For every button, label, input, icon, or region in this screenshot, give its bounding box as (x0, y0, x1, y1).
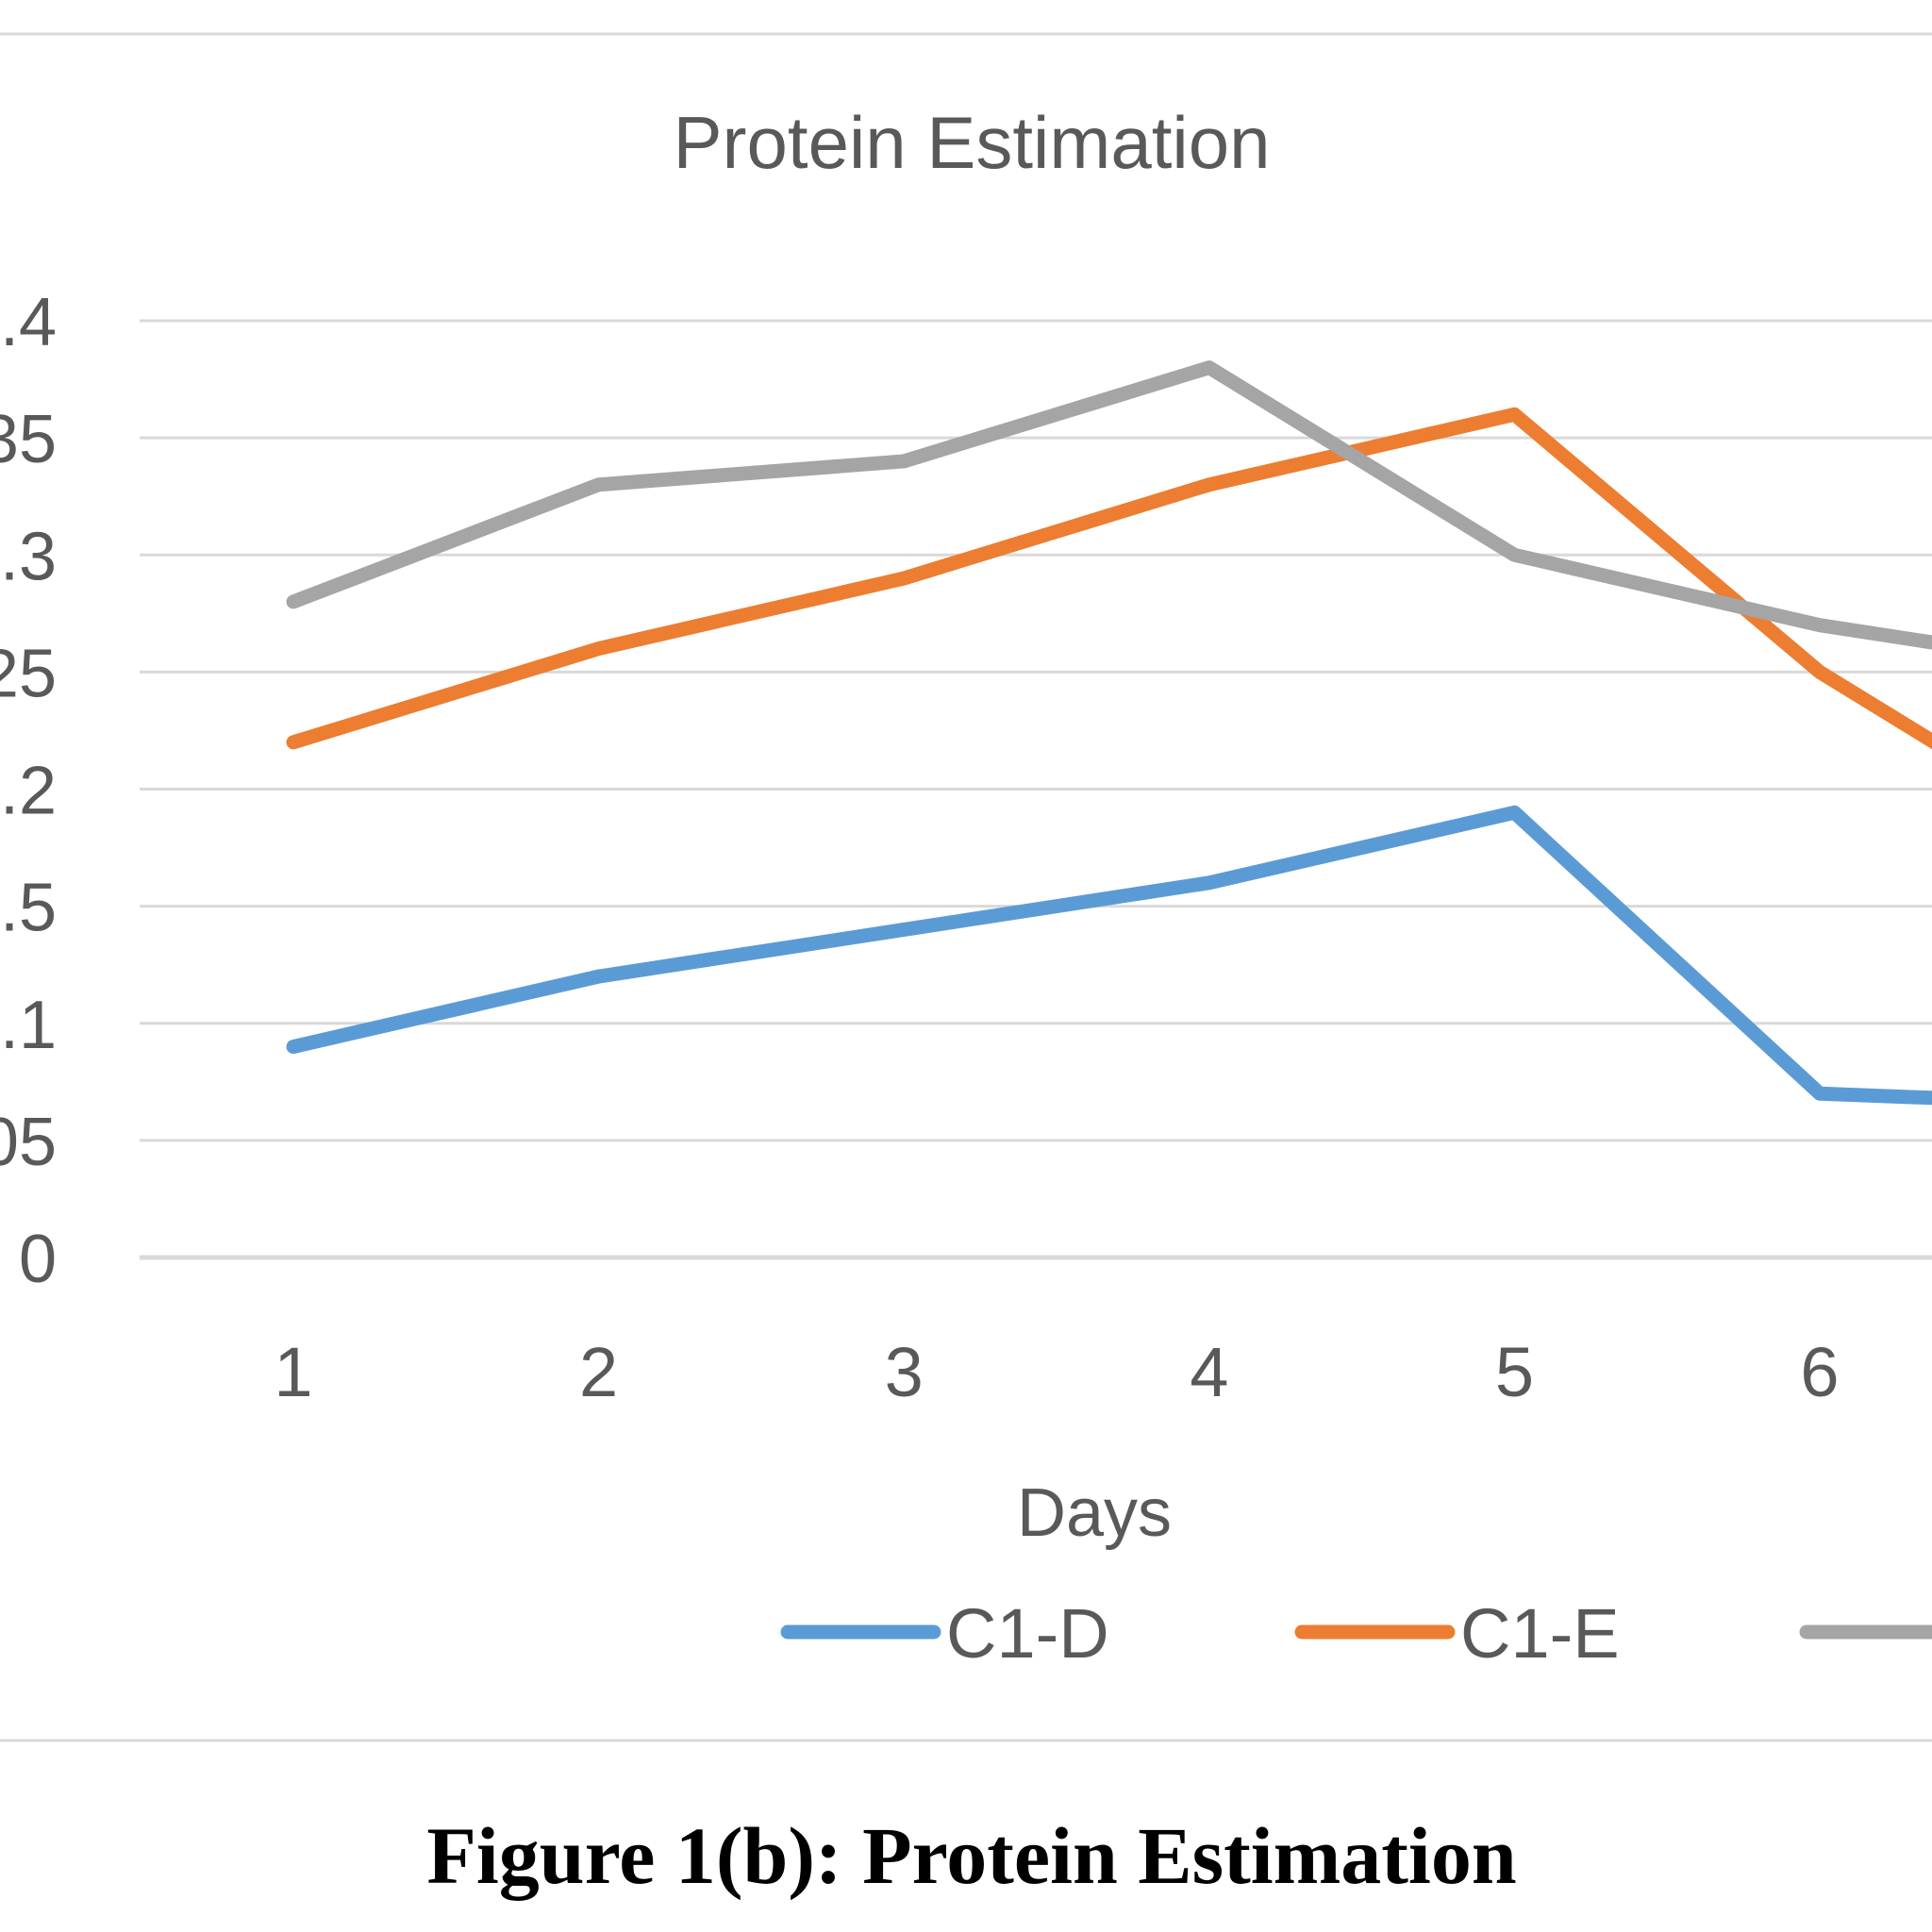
legend-label: C1-D (946, 1594, 1109, 1673)
x-tick-labels: 1 2 3 4 5 6 (274, 1333, 1839, 1411)
series-line-c1-e (286, 407, 1932, 750)
y-tick-label: 35 (0, 402, 57, 477)
y-tick-label: .5 (0, 871, 57, 946)
y-tick-label: 05 (0, 1105, 57, 1180)
y-tick-labels: .4 35 .3 25 .2 .5 .1 05 0 (0, 285, 57, 1297)
x-tick-label: 5 (1495, 1333, 1534, 1411)
series-line-series-3 (286, 360, 1932, 650)
x-tick-label: 6 (1800, 1333, 1839, 1411)
series-line-c1-d (286, 805, 1932, 1106)
y-tick-label: 0 (19, 1222, 57, 1297)
x-tick-label: 1 (274, 1333, 312, 1411)
y-tick-label: .2 (0, 754, 57, 829)
y-tick-label: 25 (0, 636, 57, 711)
series-lines (286, 360, 1932, 1106)
x-axis-label: Days (1017, 1475, 1172, 1551)
legend: C1-D C1-E (780, 1594, 1932, 1673)
chart-title: Protein Estimation (674, 101, 1271, 184)
x-tick-label: 3 (885, 1333, 924, 1411)
x-tick-label: 2 (579, 1333, 618, 1411)
x-tick-label: 4 (1190, 1333, 1228, 1411)
y-tick-label: .3 (0, 519, 57, 594)
y-tick-label: .4 (0, 285, 57, 360)
gridlines (140, 319, 1932, 1260)
legend-label: C1-E (1460, 1594, 1620, 1673)
y-tick-label: .1 (0, 988, 57, 1063)
figure-caption: Figure 1(b): Protein Estimation (426, 1810, 1516, 1901)
